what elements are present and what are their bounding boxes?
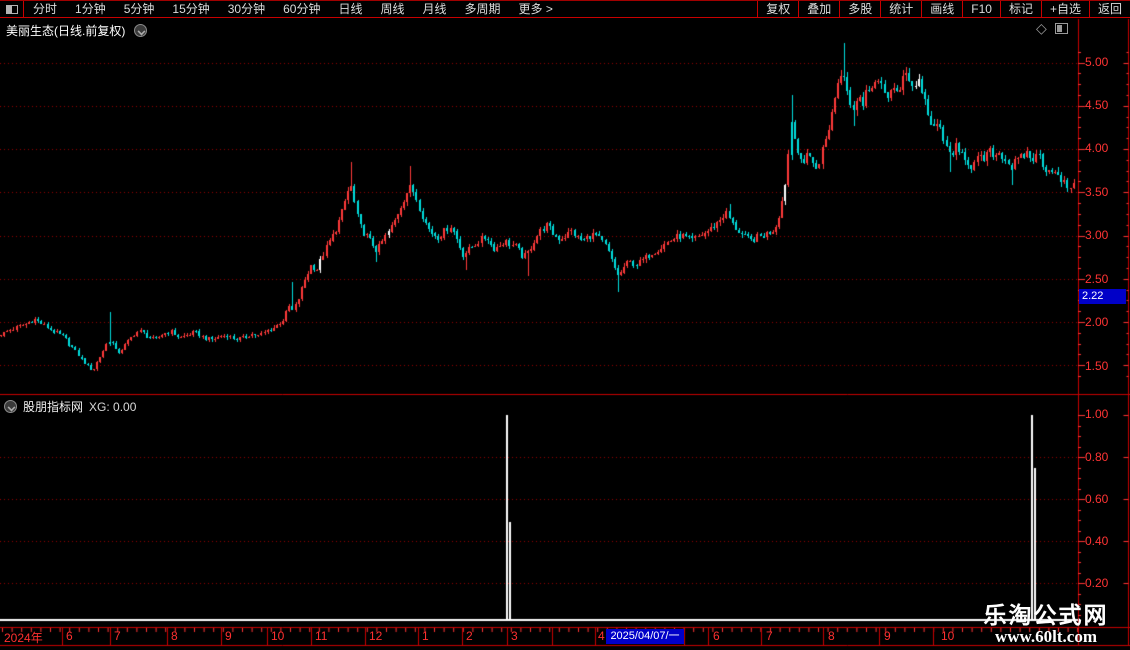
current-price-marker: 2.22 [1079,289,1126,304]
time-axis-label: 2 [466,629,473,643]
indicator-collapse-icon[interactable] [4,400,17,413]
time-axis-label: 9 [884,629,891,643]
price-axis-label: 4.00 [1085,141,1109,155]
indicator-axis-label: 0.80 [1085,449,1109,464]
time-axis-label: 12 [369,629,383,643]
window-layout-icon [5,4,18,14]
indicator-axis-label: 0.40 [1085,533,1109,548]
action-menu: 复权 叠加 多股 统计 画线 F10 标记 +自选 返回 [757,1,1130,17]
price-axis-label: 1.50 [1085,358,1109,373]
tab-weekly[interactable]: 周线 [380,2,405,16]
time-axis-label: 8 [828,629,835,643]
indicator-axis-label: 1.00 [1085,407,1109,421]
tab-more[interactable]: 更多 > [518,2,553,16]
time-axis-label: 3 [511,629,518,643]
time-axis-label: 10 [271,629,285,643]
price-axis-label: 4.50 [1085,97,1109,112]
time-axis-label: 7 [766,629,773,643]
time-axis-label: 9 [225,629,232,643]
tab-5min[interactable]: 5分钟 [123,2,155,16]
btn-back[interactable]: 返回 [1088,1,1130,17]
indicator-pane[interactable] [0,396,1078,626]
btn-multi-stock[interactable]: 多股 [839,1,880,17]
indicator-axis-label: 0.20 [1085,575,1109,590]
tab-multi-period[interactable]: 多周期 [464,2,501,16]
time-axis-label: 6 [713,629,720,643]
time-axis-label: 1 [422,629,429,643]
tab-60min[interactable]: 60分钟 [283,2,321,16]
btn-stats[interactable]: 统计 [880,1,921,17]
time-axis-label: 7 [114,629,121,643]
selected-date-box: 2025/04/07/一 [606,629,684,644]
period-tabs: 分时 1分钟 5分钟 15分钟 30分钟 60分钟 日线 周线 月线 多周期 更多 > [24,1,562,17]
tab-monthly[interactable]: 月线 [422,2,447,16]
top-menu-bar: 分时 1分钟 5分钟 15分钟 30分钟 60分钟 日线 周线 月线 多周期 更多 > 复权 叠加 多股… [0,0,1130,18]
btn-draw[interactable]: 画线 [921,1,962,17]
indicator-name: 股朋指标网 [23,400,84,414]
tab-15min[interactable]: 15分钟 [172,2,210,16]
main-price-pane[interactable] [0,40,1078,393]
tab-1min[interactable]: 1分钟 [75,2,106,16]
tab-fenshi[interactable]: 分时 [33,2,58,16]
indicator-value: XG: 0.00 [89,399,137,414]
price-axis-label: 3.50 [1085,184,1109,199]
tab-30min[interactable]: 30分钟 [227,2,266,16]
watermark-site-name: 乐淘公式网 [983,602,1109,628]
time-axis-label: 11 [315,629,328,643]
watermark-url: www.60lt.com [995,627,1097,646]
window-layout-button[interactable] [0,1,24,17]
btn-overlay[interactable]: 叠加 [798,1,839,17]
price-axis-label: 3.00 [1085,228,1109,242]
indicator-header: 股朋指标网 XG: 0.00 [4,398,136,415]
btn-f10[interactable]: F10 [962,1,1000,17]
price-axis-label: 5.00 [1085,54,1109,69]
indicator-axis-label: 0.60 [1085,492,1109,506]
time-axis-label: 10 [941,629,955,643]
time-axis-label: 2024年 [4,631,43,645]
time-axis-label: 4 [598,629,605,643]
title-collapse-icon[interactable] [133,24,147,37]
time-axis-label: 6 [66,629,73,643]
chart-title: 美丽生态(日线.前复权) [6,22,147,39]
btn-add-watchlist[interactable]: +自选 [1040,1,1089,17]
watermark: 乐淘公式网 www.60lt.com [970,602,1122,646]
time-axis[interactable]: 2024年 6 7 8 9 10 11 12 1 2 3 4 6 7 8 9 10 [0,628,1130,646]
price-axis-label: 2.50 [1085,271,1109,286]
btn-fuquan[interactable]: 复权 [757,1,798,17]
split-pane-icon[interactable] [1055,23,1068,34]
diamond-icon[interactable]: ◇ [1036,20,1047,36]
btn-mark[interactable]: 标记 [999,1,1041,17]
tab-daily[interactable]: 日线 [338,2,363,16]
chart-title-text: 美丽生态(日线.前复权) [6,24,126,38]
price-axis-label: 2.00 [1085,315,1109,329]
time-axis-label: 8 [171,629,178,643]
